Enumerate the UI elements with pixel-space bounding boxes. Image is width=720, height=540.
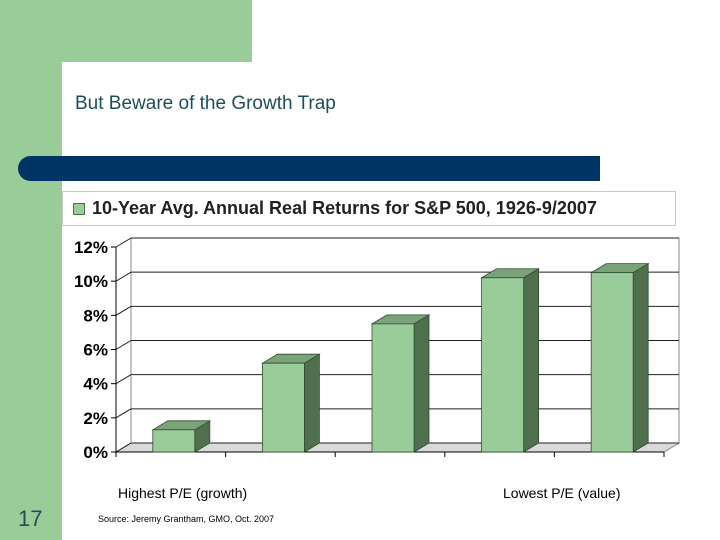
bar-layer [151,262,650,453]
bar-group [151,420,212,453]
bar [481,277,525,453]
x-axis-label-right: Lowest P/E (value) [503,485,621,501]
legend-box [62,191,676,226]
x-axis-label-left: Highest P/E (growth) [118,485,248,501]
gridline-depth [115,305,132,316]
gridline-depth [115,271,132,282]
y-tick-label: 8% [83,306,108,325]
y-tick-label: 6% [83,341,108,360]
gridline-depth [115,442,132,453]
bar [261,362,305,453]
bar-group [480,268,541,453]
background-accent-left [0,0,62,540]
bar-group [370,314,431,453]
y-tick-label: 12% [74,238,108,257]
legend-swatch [73,203,85,215]
slide-number: 17 [18,506,43,531]
gridline-depth [115,237,132,248]
bar [371,323,415,453]
y-tick-label: 2% [83,409,108,428]
source-note: Source: Jeremy Grantham, GMO, Oct. 2007 [98,514,275,524]
gridline-depth [115,374,132,385]
bar-side [632,262,649,453]
bar-side [413,314,430,453]
bar-group [260,353,321,453]
title-underline-bar [18,156,600,181]
bar-group [589,262,650,453]
gridline-depth [115,408,132,419]
tick-layer: 0% 2% 4% 6% 8% 10% 12% [74,238,108,462]
y-tick-label: 4% [83,375,108,394]
y-tick-label: 0% [83,443,108,462]
gridline-depth [115,340,132,350]
bar [152,429,196,453]
y-tick-label: 10% [74,272,108,291]
legend-label: 10-Year Avg. Annual Real Returns for S&P… [92,198,597,218]
bar-side [523,268,539,453]
slide-title: But Beware of the Growth Trap [75,93,336,114]
bar [590,272,634,453]
bar-side [303,353,320,453]
